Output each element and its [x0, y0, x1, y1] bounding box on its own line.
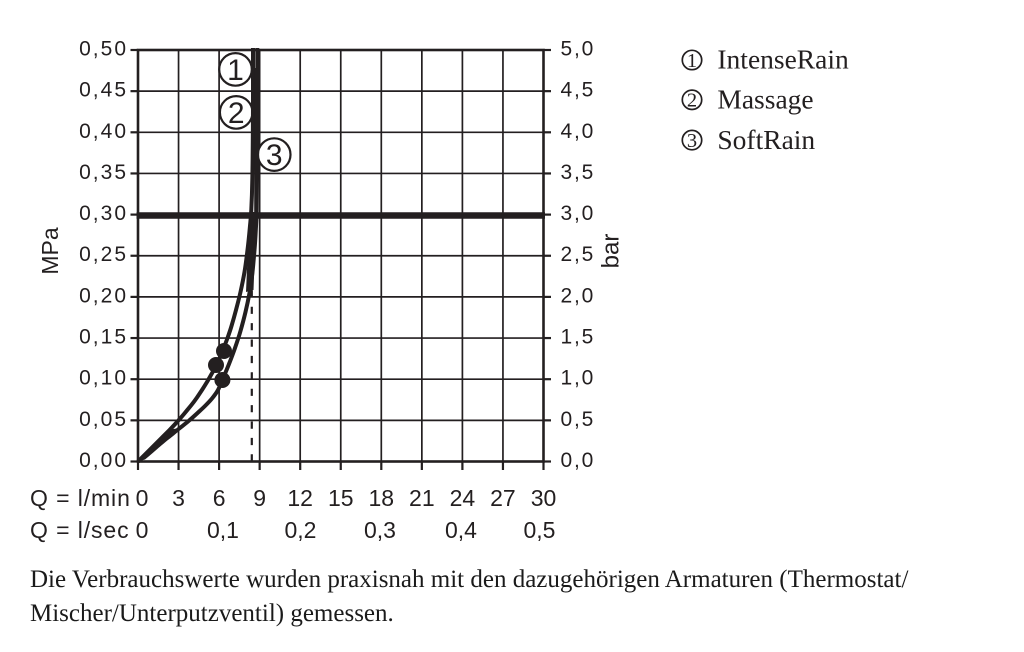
- svg-text:0,5: 0,5: [524, 517, 556, 543]
- svg-text:0,2: 0,2: [285, 517, 317, 543]
- svg-text:bar: bar: [598, 234, 625, 269]
- svg-text:SoftRain: SoftRain: [717, 124, 815, 155]
- svg-text:Q = l/sec: Q = l/sec: [30, 517, 130, 543]
- svg-text:0,25: 0,25: [79, 243, 128, 266]
- svg-text:0,00: 0,00: [79, 449, 128, 472]
- svg-text:12: 12: [287, 485, 313, 511]
- svg-text:15: 15: [328, 485, 354, 511]
- svg-text:3,5: 3,5: [561, 161, 596, 184]
- svg-text:0,35: 0,35: [79, 161, 128, 184]
- svg-text:1: 1: [687, 50, 697, 72]
- svg-text:5,0: 5,0: [561, 38, 596, 61]
- svg-text:0,20: 0,20: [79, 284, 128, 307]
- svg-text:2: 2: [687, 90, 697, 112]
- svg-text:0,50: 0,50: [79, 38, 128, 61]
- svg-text:1,0: 1,0: [561, 367, 596, 390]
- svg-text:27: 27: [490, 485, 516, 511]
- svg-text:3,0: 3,0: [561, 202, 596, 225]
- svg-text:0: 0: [136, 517, 149, 543]
- svg-text:2,5: 2,5: [561, 243, 596, 266]
- svg-text:0,0: 0,0: [561, 449, 596, 472]
- svg-text:2,0: 2,0: [561, 284, 596, 307]
- svg-text:1: 1: [227, 54, 244, 87]
- svg-text:0,3: 0,3: [364, 517, 396, 543]
- svg-text:3: 3: [172, 485, 185, 511]
- svg-text:18: 18: [369, 485, 395, 511]
- svg-text:0,15: 0,15: [79, 326, 128, 349]
- svg-text:Q = l/min: Q = l/min: [30, 485, 131, 511]
- svg-text:0,10: 0,10: [79, 367, 128, 390]
- svg-text:0: 0: [136, 485, 149, 511]
- svg-text:0,45: 0,45: [79, 79, 128, 102]
- svg-text:0,1: 0,1: [207, 517, 239, 543]
- svg-text:24: 24: [450, 485, 476, 511]
- svg-text:3: 3: [266, 139, 283, 172]
- svg-text:3: 3: [687, 130, 697, 152]
- svg-text:1,5: 1,5: [561, 326, 596, 349]
- svg-text:Massage: Massage: [717, 84, 813, 115]
- svg-text:30: 30: [531, 485, 557, 511]
- svg-text:2: 2: [228, 97, 245, 130]
- svg-text:4,5: 4,5: [561, 79, 596, 102]
- svg-text:MPa: MPa: [37, 227, 63, 275]
- svg-text:21: 21: [409, 485, 435, 511]
- svg-text:0,40: 0,40: [79, 120, 128, 143]
- svg-text:0,30: 0,30: [79, 202, 128, 225]
- svg-text:6: 6: [213, 485, 226, 511]
- svg-text:4,0: 4,0: [561, 120, 596, 143]
- svg-text:0,5: 0,5: [561, 408, 596, 431]
- svg-text:0,4: 0,4: [445, 517, 477, 543]
- svg-text:0,05: 0,05: [79, 408, 128, 431]
- svg-text:9: 9: [253, 485, 266, 511]
- svg-text:IntenseRain: IntenseRain: [717, 44, 849, 75]
